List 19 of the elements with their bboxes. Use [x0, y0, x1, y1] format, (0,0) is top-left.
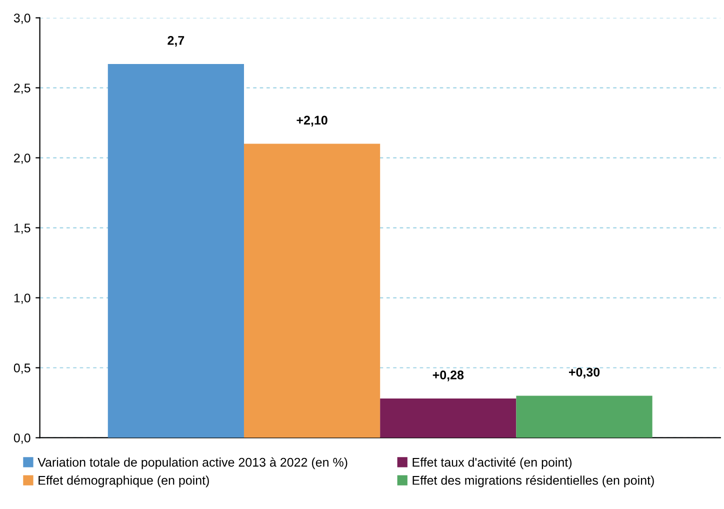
- legend-label: Variation totale de population active 2013 à 2022 (en %): [38, 457, 348, 470]
- data-label: +2,10: [296, 116, 328, 126]
- y-tick-label: 2,0: [14, 154, 30, 164]
- y-tick-label: 0,0: [14, 434, 30, 444]
- data-label: +0,30: [568, 368, 600, 378]
- bar: [108, 64, 244, 438]
- legend-label: Effet taux d'activité (en point): [412, 457, 572, 470]
- legend-label: Effet des migrations résidentielles (en point): [412, 475, 654, 488]
- data-label: 2,7: [168, 36, 184, 47]
- data-label: +0,28: [432, 370, 464, 382]
- y-tick-label: 0,5: [14, 364, 30, 374]
- y-tick-label: 1,0: [14, 294, 30, 304]
- bar: [516, 396, 652, 438]
- legend-label: Effet démographique (en point): [38, 475, 209, 488]
- y-tick-label: 1,5: [14, 224, 30, 234]
- y-tick-label: 2,5: [14, 84, 30, 94]
- bar: [380, 398, 516, 438]
- bar: [244, 144, 380, 438]
- y-tick-label: 3,0: [14, 14, 30, 24]
